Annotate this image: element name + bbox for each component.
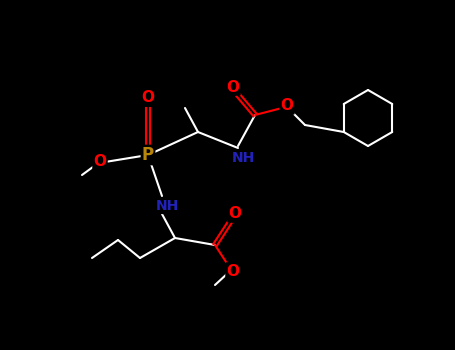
Text: NH: NH: [232, 151, 255, 165]
Text: NH: NH: [155, 199, 179, 213]
Text: P: P: [142, 146, 154, 164]
Text: O: O: [227, 79, 239, 94]
Text: O: O: [227, 264, 239, 279]
Text: O: O: [142, 91, 155, 105]
Text: O: O: [93, 154, 106, 169]
Text: O: O: [280, 98, 293, 113]
Text: O: O: [228, 206, 242, 222]
